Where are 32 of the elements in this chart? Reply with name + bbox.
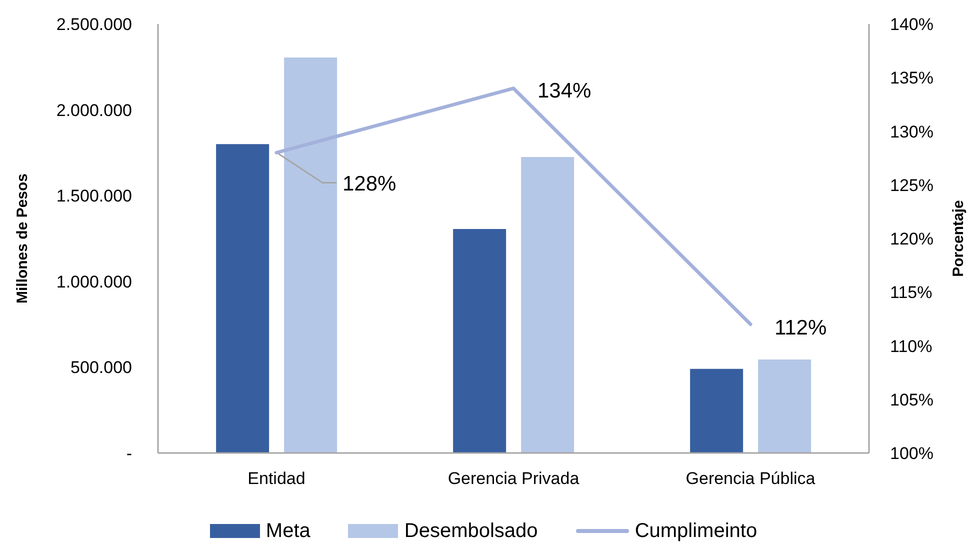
legend-label: Meta: [266, 519, 310, 542]
y-tick-label: 1.000.000: [56, 272, 132, 292]
y-tick-label: 500.000: [70, 358, 132, 378]
y2-tick-label: 120%: [890, 230, 934, 249]
x-tick-label: Entidad: [248, 469, 306, 488]
y2-tick-label: 105%: [890, 390, 934, 410]
x-tick-label: Gerencia Privada: [448, 469, 580, 488]
data-label: 128%: [342, 172, 396, 196]
y2-tick-label: 140%: [890, 15, 934, 34]
y2-tick-label: 130%: [890, 122, 934, 142]
data-label: 134%: [538, 78, 592, 102]
bar: [453, 229, 506, 453]
bar: [758, 359, 812, 453]
bar: [521, 156, 574, 453]
y2-tick-label: 115%: [890, 283, 932, 302]
y-tick-label: 1.500.000: [56, 186, 132, 206]
legend-label: Cumplimeinto: [634, 519, 758, 542]
bar: [216, 144, 270, 453]
y-axis-title: Millones de Pesos: [14, 173, 30, 304]
y2-tick-label: 100%: [890, 444, 934, 464]
y-tick-label: -: [126, 444, 132, 464]
legend-label: Desembolsado: [404, 519, 538, 542]
data-label: 112%: [774, 316, 827, 339]
y2-tick-label: 110%: [890, 336, 932, 356]
bar: [284, 57, 338, 453]
bar: [690, 368, 744, 453]
y2-axis-title: Porcentaje: [950, 200, 966, 277]
y2-tick-label: 125%: [890, 176, 934, 195]
y-tick-label: 2.500.000: [56, 15, 132, 34]
x-tick-label: Gerencia Pública: [686, 469, 816, 488]
y2-tick-label: 135%: [890, 68, 934, 88]
y-tick-label: 2.000.000: [56, 100, 132, 120]
